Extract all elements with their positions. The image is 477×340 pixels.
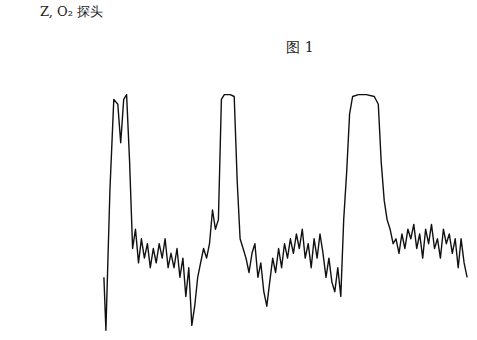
trace-line bbox=[104, 95, 467, 331]
title: 图 1 bbox=[286, 39, 313, 55]
background bbox=[0, 0, 477, 340]
plot-area bbox=[104, 95, 467, 331]
annotation: Z, O₂ 探头 bbox=[40, 4, 103, 19]
chart: Z, O₂ 探头图 1 bbox=[0, 0, 477, 340]
